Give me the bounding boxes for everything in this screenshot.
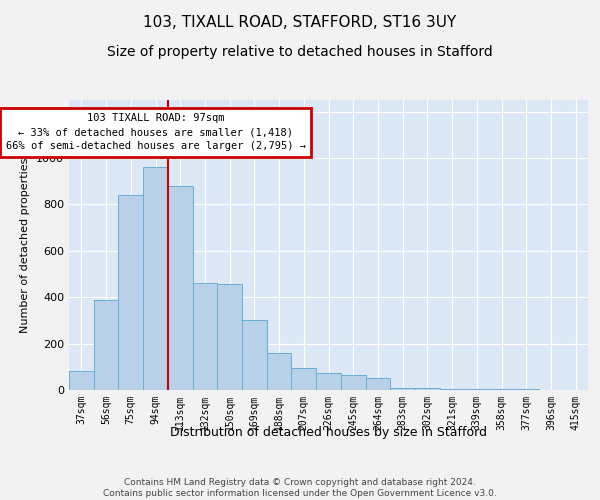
Bar bbox=[365, 378, 390, 390]
Text: 103, TIXALL ROAD, STAFFORD, ST16 3UY: 103, TIXALL ROAD, STAFFORD, ST16 3UY bbox=[143, 15, 457, 30]
Bar bbox=[217, 284, 242, 390]
Bar bbox=[464, 389, 489, 390]
Bar bbox=[316, 372, 341, 390]
Bar bbox=[193, 284, 217, 390]
Bar bbox=[118, 195, 143, 390]
Bar bbox=[415, 388, 440, 390]
Text: Distribution of detached houses by size in Stafford: Distribution of detached houses by size … bbox=[170, 426, 487, 439]
Bar bbox=[168, 186, 193, 390]
Bar bbox=[292, 368, 316, 390]
Bar bbox=[94, 300, 118, 390]
Bar bbox=[267, 353, 292, 390]
Bar bbox=[69, 372, 94, 390]
Text: 103 TIXALL ROAD: 97sqm
← 33% of detached houses are smaller (1,418)
66% of semi-: 103 TIXALL ROAD: 97sqm ← 33% of detached… bbox=[5, 114, 305, 152]
Text: Contains HM Land Registry data © Crown copyright and database right 2024.
Contai: Contains HM Land Registry data © Crown c… bbox=[103, 478, 497, 498]
Bar bbox=[440, 389, 464, 390]
Bar bbox=[390, 388, 415, 390]
Y-axis label: Number of detached properties: Number of detached properties bbox=[20, 158, 31, 332]
Bar bbox=[242, 320, 267, 390]
Bar bbox=[341, 375, 365, 390]
Bar bbox=[143, 168, 168, 390]
Text: Size of property relative to detached houses in Stafford: Size of property relative to detached ho… bbox=[107, 45, 493, 59]
